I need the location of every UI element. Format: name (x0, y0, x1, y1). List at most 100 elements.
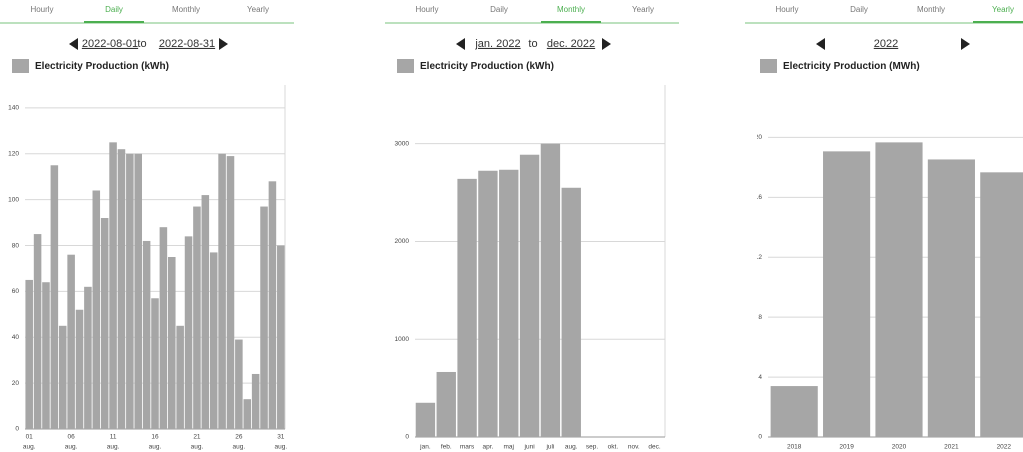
date-sep: to (528, 38, 537, 50)
y-tick-label: 2000 (395, 238, 410, 245)
y-tick-label: 0 (758, 434, 762, 441)
x-tick-label: aug. (65, 444, 78, 451)
date-to[interactable]: 2022-08-31 (159, 38, 215, 50)
y-tick-label: 8 (758, 314, 762, 321)
y-tick-label: 120 (8, 151, 19, 158)
tab[interactable]: Monthly (917, 5, 945, 14)
bar (770, 386, 818, 437)
tab[interactable]: Monthly (172, 5, 200, 14)
tab-indicator (84, 21, 144, 23)
bar (67, 254, 75, 429)
x-tick-label: 31 (277, 434, 285, 441)
bar (540, 143, 561, 437)
y-tick-label: 20 (755, 134, 763, 141)
y-tick-label: 20 (12, 380, 20, 387)
legend-label: Electricity Production (MWh) (783, 61, 920, 72)
prev-arrow[interactable] (816, 38, 825, 50)
tab[interactable]: Yearly (247, 5, 269, 14)
bar (193, 206, 201, 429)
bar (176, 325, 184, 429)
next-arrow[interactable] (961, 38, 970, 50)
tab[interactable]: Yearly (992, 5, 1014, 14)
x-tick-label: aug. (233, 444, 246, 451)
x-tick-label: okt. (608, 444, 619, 451)
x-tick-label: 2020 (892, 444, 907, 451)
x-tick-label: maj (504, 444, 514, 451)
x-tick-label: 2019 (839, 444, 854, 451)
bar (561, 187, 581, 437)
x-tick-label: aug. (565, 444, 578, 451)
bar (457, 178, 477, 437)
prev-arrow[interactable] (456, 38, 465, 50)
tab[interactable]: Hourly (775, 5, 798, 14)
bar (519, 154, 540, 437)
bar (823, 151, 871, 437)
bar (100, 218, 109, 429)
legend-label: Electricity Production (kWh) (420, 61, 554, 72)
y-tick-label: 3000 (395, 140, 410, 147)
bar (50, 165, 59, 429)
plot: 0 1000 2000 3000 jan. feb. mars apr. maj juni juli… (395, 85, 666, 451)
bar (42, 282, 50, 429)
y-tick-label: 80 (12, 242, 20, 249)
bar (117, 149, 126, 430)
x-tick-label: aug. (191, 444, 204, 451)
date-from[interactable]: 2022 (874, 38, 898, 50)
tab-indicator (541, 21, 601, 23)
legend-label: Electricity Production (kWh) (35, 61, 169, 72)
tab[interactable]: Daily (490, 5, 508, 14)
x-tick-label: nov. (628, 444, 640, 451)
tab[interactable]: Hourly (30, 5, 53, 14)
bar (226, 156, 235, 430)
tab[interactable]: Daily (850, 5, 868, 14)
bar (243, 399, 252, 429)
date-sep: to (137, 38, 146, 50)
date-from[interactable]: jan. 2022 (474, 38, 520, 50)
x-tick-label: 01 (26, 434, 34, 441)
date-to[interactable]: dec. 2022 (547, 38, 595, 50)
bar (151, 298, 159, 429)
x-tick-label: 2018 (787, 444, 802, 451)
x-tick-label: 16 (151, 434, 159, 441)
bar (126, 153, 134, 430)
tab[interactable]: Daily (105, 5, 123, 14)
y-tick-label: 0 (405, 434, 409, 441)
y-tick-label: 60 (12, 288, 20, 295)
next-arrow[interactable] (219, 38, 228, 50)
y-tick-label: 140 (8, 105, 19, 112)
tab[interactable]: Monthly (557, 5, 585, 14)
x-tick-label: 21 (193, 434, 201, 441)
y-tick-label: 1000 (395, 336, 410, 343)
bar (209, 252, 218, 429)
bar (218, 153, 226, 430)
bar (478, 170, 498, 438)
tab-indicator (973, 21, 1023, 23)
plot: 0 20 40 60 80 100 120 140 01 aug. 06 aug. 11 aug. 16 au… (8, 85, 287, 451)
tab[interactable]: Yearly (632, 5, 654, 14)
prev-arrow[interactable] (69, 38, 78, 50)
bar (134, 153, 142, 430)
y-tick-label: 16 (755, 194, 763, 201)
x-tick-label: juli (545, 444, 554, 451)
plot: 0 4 8 12 16 20 2018 2019 2020 2021 2022 (755, 134, 1023, 451)
x-tick-label: apr. (482, 444, 493, 451)
bar (260, 206, 268, 429)
bar (927, 159, 975, 437)
x-tick-label: mars (460, 444, 475, 451)
tab[interactable]: Hourly (415, 5, 438, 14)
legend-swatch (12, 59, 29, 73)
date-from[interactable]: 2022-08-01 (82, 38, 138, 50)
x-tick-label: jan. (419, 444, 431, 451)
bar (415, 402, 436, 437)
bar (58, 325, 67, 429)
bar (159, 227, 168, 429)
x-tick-label: feb. (441, 444, 452, 451)
bar (436, 371, 456, 437)
y-tick-label: 12 (755, 254, 763, 261)
next-arrow[interactable] (602, 38, 611, 50)
y-tick-label: 0 (15, 426, 19, 433)
bar (499, 169, 519, 438)
bar (84, 286, 92, 429)
